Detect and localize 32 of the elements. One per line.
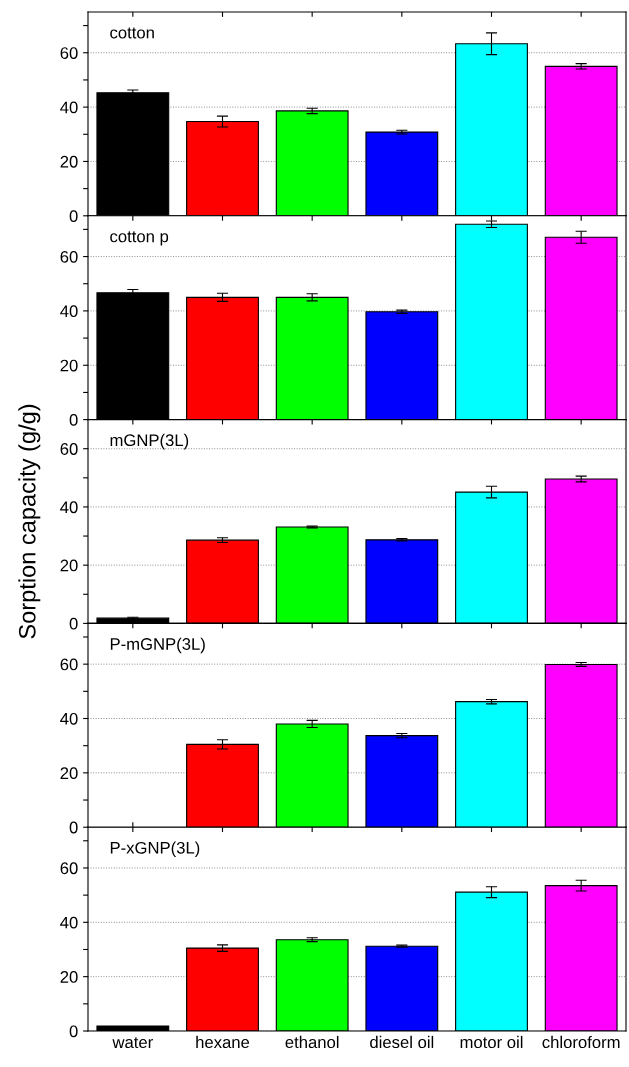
- x-tick-label: water: [112, 1037, 153, 1049]
- text: cotton: [110, 27, 154, 39]
- y-tick-label: 20: [60, 767, 78, 780]
- text: P-mGNP(3L): [110, 637, 205, 654]
- y-tick-label: 20: [60, 559, 78, 572]
- y-tick-label: 40: [60, 501, 78, 514]
- x-tick-label: chloroform: [542, 1035, 620, 1049]
- x-tick-label: hexane: [196, 1035, 250, 1049]
- y-tick-label: 40: [60, 101, 78, 114]
- y-tick-label: 40: [60, 712, 78, 725]
- y-tick-label: 60: [60, 443, 78, 455]
- y-tick-label: 60: [60, 862, 78, 875]
- y-tick-label: 20: [60, 155, 78, 168]
- y-tick-label: 60: [60, 47, 78, 59]
- text: P-xGNP(3L): [110, 841, 200, 857]
- x-tick-label: diesel oil: [370, 1035, 434, 1049]
- y-tick-label: 20: [60, 971, 78, 983]
- y-tick-label: 0: [69, 821, 78, 834]
- y-tick-label: 40: [60, 916, 78, 929]
- y-tick-label: 0: [69, 210, 78, 222]
- text: mGNP(3L): [110, 433, 189, 450]
- y-axis-title: Sorption capacity (g/g): [18, 404, 41, 639]
- y-tick-label: 20: [60, 359, 78, 372]
- y-tick-label: 0: [69, 617, 78, 630]
- y-tick-label: 60: [60, 250, 78, 263]
- text: cotton p: [110, 231, 169, 246]
- y-tick-label: 60: [60, 658, 78, 671]
- y-tick-label: 0: [69, 414, 78, 426]
- y-tick-label: 40: [60, 305, 78, 318]
- y-tick-label: 0: [69, 1025, 78, 1038]
- x-tick-label: motor oil: [460, 1035, 523, 1049]
- x-tick-label: ethanol: [285, 1035, 339, 1049]
